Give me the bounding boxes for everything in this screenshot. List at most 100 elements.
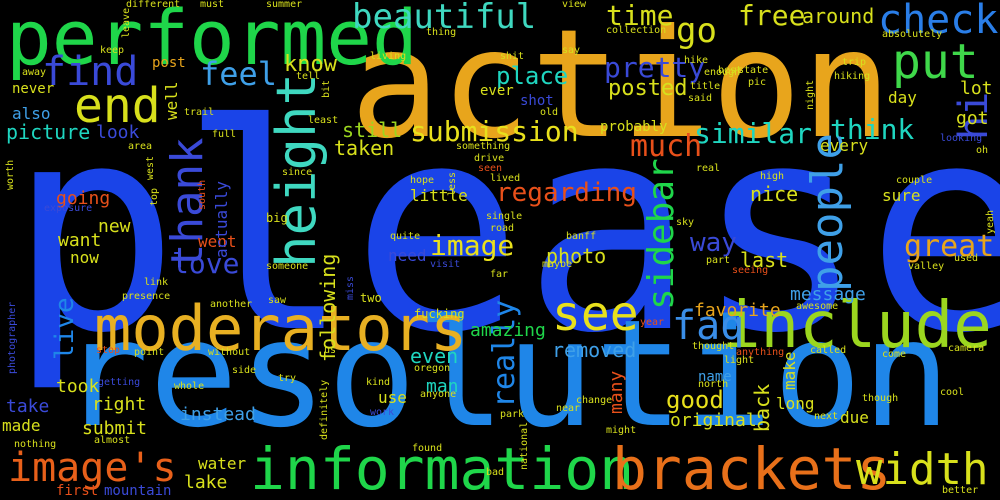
word-trail: trail <box>184 107 215 118</box>
word-getting: getting <box>98 377 141 388</box>
word-maybe: maybe <box>542 259 573 270</box>
word-sidebar: sidebar <box>641 158 682 310</box>
word-went: went <box>198 232 237 251</box>
word-even: even <box>410 344 459 368</box>
word-time: time <box>606 0 674 32</box>
word-fucking: fucking <box>414 307 465 321</box>
word-sky: sky <box>676 217 695 228</box>
word-mountain: mountain <box>104 483 172 499</box>
word-live: live <box>50 297 80 360</box>
word-little: little <box>410 186 468 205</box>
word-every: every <box>820 136 869 155</box>
word-resolution: resolution <box>60 288 952 460</box>
word-know: know <box>284 52 337 77</box>
word-use: use <box>378 388 407 407</box>
word-make: make <box>780 351 799 390</box>
word-valley: valley <box>908 261 945 272</box>
word-high: high <box>760 171 785 182</box>
word-hiking: hiking <box>834 71 871 82</box>
word-end: end <box>74 78 161 134</box>
word-something: something <box>456 141 511 152</box>
word-since: since <box>282 167 313 178</box>
word-come: come <box>882 349 907 360</box>
word-near: near <box>556 403 581 414</box>
word-almost: almost <box>94 435 131 446</box>
word-much: much <box>630 129 703 164</box>
word-hope: hope <box>410 175 435 186</box>
word-action: action <box>350 0 892 172</box>
word-north: north <box>698 379 729 390</box>
word-beautiful: beautiful <box>352 0 537 37</box>
word-worth: worth <box>5 159 16 190</box>
word-year: year <box>640 317 665 328</box>
word-trip: trip <box>842 57 867 68</box>
word-oregon: oregon <box>414 363 451 374</box>
word-least: least <box>308 115 339 126</box>
word-free: free <box>738 0 806 32</box>
word-photographer: photographer <box>7 301 18 374</box>
word-message: message <box>790 284 866 305</box>
word-way: way <box>690 228 737 258</box>
word-find: find <box>42 49 139 95</box>
word-include: include <box>722 289 992 363</box>
word-said: said <box>688 93 713 104</box>
word-collection: collection <box>606 25 667 36</box>
word-cool: cool <box>940 387 965 398</box>
word-though: though <box>862 393 899 404</box>
word-couple: couple <box>896 175 933 186</box>
word-quite: quite <box>390 231 421 242</box>
word-presence: presence <box>122 291 171 302</box>
word-go: go <box>676 11 717 51</box>
word-image: image <box>430 229 515 262</box>
word-miss: miss <box>345 275 356 300</box>
word-posted: posted <box>608 76 688 101</box>
word-shit: shit <box>500 51 525 62</box>
word-people: people <box>802 133 853 292</box>
word-tell: tell <box>296 71 321 82</box>
word-seen: seen <box>478 163 503 174</box>
word-anything: anything <box>736 347 785 358</box>
word-different: different <box>126 0 181 10</box>
word-west: west <box>145 155 156 180</box>
word-place: place <box>496 62 569 90</box>
word-definitely: definitely <box>319 379 330 440</box>
word-bad: bad <box>486 467 505 478</box>
word-leave: leave <box>121 7 132 38</box>
word-camera: camera <box>948 343 985 354</box>
word-keep: keep <box>100 45 125 56</box>
word-never: never <box>12 81 55 97</box>
word-whole: whole <box>174 381 205 392</box>
word-information: information <box>250 435 635 500</box>
word-state: state <box>738 65 769 76</box>
word-man: man <box>426 376 459 397</box>
word-picture: picture <box>6 120 91 144</box>
word-many: many <box>606 370 627 414</box>
word-now: now <box>70 248 99 267</box>
word-think: think <box>830 113 915 146</box>
word-new: new <box>98 216 131 237</box>
word-feel: feel <box>200 55 278 93</box>
word-made: made <box>2 416 41 435</box>
word-pretty: pretty <box>604 51 706 84</box>
word-next: next <box>814 411 839 422</box>
word-shot: shot <box>520 93 554 109</box>
word-big: big <box>266 211 288 225</box>
word-going: going <box>56 188 111 209</box>
word-need: need <box>388 246 427 265</box>
word-us: us <box>324 345 337 356</box>
word-better: better <box>942 485 979 496</box>
word-far: far <box>490 269 509 280</box>
word-summer: summer <box>266 0 303 10</box>
word-put: put <box>892 34 979 90</box>
word-area: area <box>128 141 153 152</box>
word-exposure: exposure <box>44 203 93 214</box>
word-must: must <box>200 0 225 10</box>
word-point: point <box>134 347 165 358</box>
word-first: first <box>56 483 99 499</box>
word-take: take <box>6 396 50 417</box>
word-south: south <box>197 179 208 210</box>
word-yeah: yeah <box>985 209 996 234</box>
word-pic: pic <box>748 77 767 88</box>
word-saw: saw <box>268 295 287 306</box>
